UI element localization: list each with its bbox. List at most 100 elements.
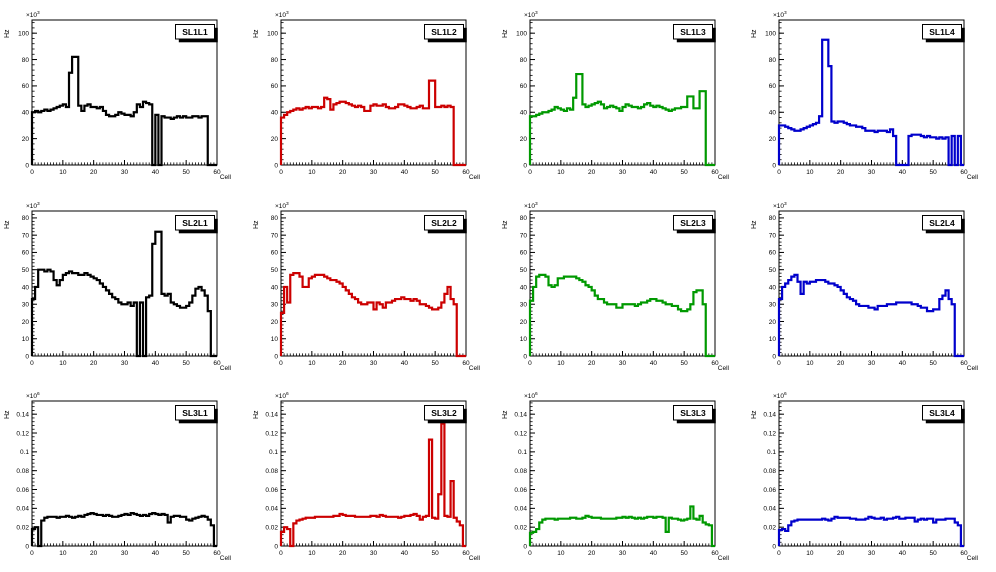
y-tick-label: 0: [523, 353, 527, 360]
panel-title: SL2L2: [431, 218, 457, 228]
x-tick-label: 30: [619, 550, 627, 557]
y-tick-label: 100: [267, 30, 278, 37]
panel-sl2l2: 0 10 20 30 40 50 60 70 80 0 10 20 30 40 50 60 ×103 Hz Cell…: [249, 191, 498, 382]
x-tick-label: 30: [370, 360, 378, 367]
y-tick-label: 100: [18, 30, 29, 37]
x-tick-label: 0: [30, 360, 34, 367]
y-tick-label: 0.04: [763, 506, 776, 513]
x-tick-label: 30: [868, 550, 876, 557]
x-tick-label: 40: [650, 360, 658, 367]
y-tick-label: 40: [271, 284, 279, 291]
histogram-plot-sl1l2: 0 20 40 60 80 100 0 10 20 30 40 50 60 ×103 Hz Cell SL1L2: [253, 10, 480, 181]
panel-sl2l4: 0 10 20 30 40 50 60 70 80 0 10 20 30 40 50 60 ×103 Hz Cell…: [747, 191, 996, 382]
y-tick-label: 0.02: [763, 525, 776, 532]
y-tick-label: 40: [769, 110, 777, 117]
y-tick-label: 0.06: [16, 487, 29, 494]
x-tick-label: 20: [90, 169, 98, 176]
y-axis-title: Hz: [502, 220, 509, 229]
x-tick-label: 60: [462, 169, 470, 176]
y-axis-title: Hz: [253, 410, 260, 419]
x-tick-label: 20: [339, 550, 347, 557]
x-tick-label: 0: [528, 360, 532, 367]
y-tick-label: 50: [769, 267, 777, 274]
x-axis-title: Cell: [718, 555, 730, 562]
y-tick-label: 0: [772, 353, 776, 360]
x-tick-label: 50: [681, 360, 689, 367]
y-tick-label: 100: [516, 30, 527, 37]
y-axis-title: Hz: [4, 29, 11, 38]
y-tick-label: 20: [520, 318, 528, 325]
x-tick-label: 30: [121, 360, 129, 367]
y-axis-title: Hz: [502, 410, 509, 419]
x-tick-label: 10: [308, 550, 316, 557]
x-tick-label: 40: [401, 550, 409, 557]
histogram-line: [777, 38, 964, 167]
y-tick-label: 0: [274, 162, 278, 169]
y-tick-label: 30: [520, 301, 528, 308]
x-tick-label: 30: [121, 169, 129, 176]
x-tick-label: 60: [711, 360, 719, 367]
x-tick-label: 60: [711, 169, 719, 176]
y-tick-label: 60: [271, 249, 279, 256]
x-tick-label: 50: [681, 169, 689, 176]
title-box: [424, 405, 464, 421]
panel-title: SL3L4: [929, 409, 955, 419]
x-tick-label: 10: [59, 360, 67, 367]
panel-sl1l2: 0 20 40 60 80 100 0 10 20 30 40 50 60 ×103 Hz Cell SL1L2: [249, 0, 498, 191]
x-axis-title: Cell: [967, 174, 978, 181]
y-tick-label: 10: [271, 336, 279, 343]
y-tick-label: 0.14: [763, 412, 776, 419]
x-tick-label: 10: [806, 550, 814, 557]
panel-sl1l1: 0 20 40 60 80 100 0 10 20 30 40 50 60 ×103 Hz Cell SL1L1: [0, 0, 249, 191]
x-tick-label: 20: [837, 360, 845, 367]
x-tick-label: 30: [370, 169, 378, 176]
x-tick-label: 20: [588, 360, 596, 367]
y-tick-label: 50: [520, 267, 528, 274]
y-axis-title: Hz: [253, 220, 260, 229]
x-axis-title: Cell: [469, 555, 481, 562]
y-tick-label: 0.08: [16, 468, 29, 475]
panel-title: SL3L2: [431, 409, 457, 419]
title-box: [922, 405, 962, 421]
x-axis-title: Cell: [718, 365, 730, 372]
title-box: [424, 214, 464, 231]
panel-sl3l2: 0 0.02 0.04 0.06 0.08 0.1 0.12 0.14 0 10 20 30 40 50 6…: [249, 381, 498, 572]
panel-sl2l3: 0 10 20 30 40 50 60 70 80 0 10 20 30 40 50 60 ×103 Hz Cell…: [498, 191, 747, 382]
y-tick-label: 60: [769, 83, 777, 90]
y-tick-label: 20: [769, 136, 777, 143]
y-axis-title: Hz: [4, 220, 11, 229]
y-tick-label: 80: [769, 57, 777, 64]
y-tick-label: 20: [22, 318, 30, 325]
x-tick-label: 40: [401, 169, 409, 176]
x-tick-label: 60: [213, 550, 221, 557]
histogram-plot-sl3l4: 0 0.02 0.04 0.06 0.08 0.1 0.12 0.14 0 10 20 30 40 50 6…: [751, 391, 979, 562]
x-tick-label: 50: [432, 360, 440, 367]
panel-title: SL1L4: [929, 27, 955, 37]
title-box: [673, 23, 713, 40]
y-tick-label: 80: [271, 215, 279, 222]
panel-sl3l4: 0 0.02 0.04 0.06 0.08 0.1 0.12 0.14 0 10 20 30 40 50 6…: [747, 381, 996, 572]
x-tick-label: 50: [432, 169, 440, 176]
x-tick-label: 40: [650, 169, 658, 176]
y-tick-label: 0.06: [514, 487, 527, 494]
y-tick-label: 20: [271, 136, 279, 143]
histogram-line: [30, 230, 217, 357]
y-axis-title: Hz: [4, 410, 11, 419]
axis-scale-exponent: ×103: [524, 201, 538, 210]
x-tick-label: 10: [59, 550, 67, 557]
y-tick-label: 0.12: [763, 431, 776, 438]
y-tick-label: 0: [25, 162, 29, 169]
axis-scale-exponent: ×103: [773, 201, 787, 210]
x-tick-label: 20: [837, 550, 845, 557]
x-tick-label: 50: [930, 360, 938, 367]
y-tick-label: 40: [22, 284, 30, 291]
panel-sl1l4: 0 20 40 60 80 100 0 10 20 30 40 50 60 ×103 Hz Cell SL1L4: [747, 0, 996, 191]
x-tick-label: 40: [650, 550, 658, 557]
y-tick-label: 10: [769, 336, 777, 343]
title-box: [424, 23, 464, 40]
title-box: [175, 405, 215, 421]
title-box: [922, 23, 962, 40]
x-tick-label: 30: [370, 550, 378, 557]
y-tick-label: 20: [520, 136, 528, 143]
